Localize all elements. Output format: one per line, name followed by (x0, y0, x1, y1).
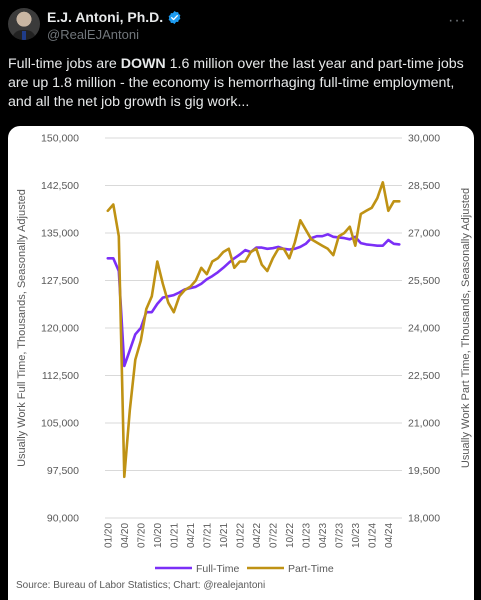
author-block: E.J. Antoni, Ph.D. @RealEJAntoni (47, 9, 182, 43)
left-axis-title: Usually Work Full Time, Thousands, Seaso… (16, 189, 28, 467)
x-tick-label: 07/20 (136, 523, 147, 548)
x-tick-label: 07/21 (202, 523, 213, 548)
right-tick-label: 25,500 (408, 275, 440, 287)
x-tick-label: 10/23 (351, 523, 362, 548)
x-tick-label: 07/22 (268, 523, 279, 548)
verified-badge-icon (168, 10, 181, 24)
author-handle[interactable]: @RealEJAntoni (47, 27, 139, 42)
right-axis-title: Usually Work Part Time, Thousands, Seaso… (460, 188, 472, 468)
x-tick-label: 04/22 (252, 523, 263, 548)
left-tick-label: 90,000 (47, 513, 79, 525)
left-tick-label: 135,000 (41, 228, 79, 240)
x-tick-label: 10/20 (153, 523, 164, 548)
post-text: Full-time jobs are DOWN 1.6 million over… (8, 55, 474, 112)
right-tick-label: 24,000 (408, 323, 440, 335)
legend-part-time-label: Part-Time (288, 563, 334, 575)
x-tick-label: 04/24 (384, 523, 395, 548)
line-chart: 150,000 30,000 142,500 28,500 135,000 27,000 1… (16, 133, 472, 592)
left-tick-label: 150,000 (41, 133, 79, 145)
more-options-icon[interactable]: ··· (448, 12, 467, 29)
right-tick-label: 28,500 (408, 180, 440, 192)
x-tick-label: 04/23 (318, 523, 329, 548)
right-tick-label: 21,000 (408, 418, 440, 430)
x-tick-label: 04/20 (120, 523, 131, 548)
x-tick-label: 01/23 (301, 523, 312, 548)
x-tick-label: 10/22 (285, 523, 296, 548)
part-time-series-line (106, 180, 401, 479)
left-tick-label: 112,500 (42, 370, 79, 382)
left-tick-label: 142,500 (41, 180, 79, 192)
right-tick-label: 30,000 (408, 133, 440, 145)
chart-source: Source: Bureau of Labor Statistics; Char… (16, 580, 265, 591)
x-tick-label: 07/23 (334, 523, 345, 548)
x-tick-label: 10/21 (219, 523, 230, 548)
x-tick-label: 01/20 (103, 523, 114, 548)
x-tick-label: 01/24 (367, 523, 378, 548)
right-tick-label: 27,000 (408, 228, 440, 240)
chart-image[interactable]: 150,000 30,000 142,500 28,500 135,000 27,000 1… (8, 126, 474, 600)
right-tick-label: 19,500 (408, 465, 440, 477)
author-avatar[interactable] (8, 8, 40, 40)
left-tick-label: 120,000 (41, 323, 79, 335)
x-tick-label: 04/21 (186, 523, 197, 548)
left-tick-label: 127,500 (41, 275, 79, 287)
left-tick-label: 97,500 (47, 465, 79, 477)
legend-full-time-label: Full-Time (196, 563, 240, 575)
x-tick-label: 01/21 (169, 523, 180, 548)
author-name[interactable]: E.J. Antoni, Ph.D. (47, 9, 164, 25)
x-tick-label: 01/22 (235, 523, 246, 548)
right-tick-label: 22,500 (408, 370, 440, 382)
post-text-start: Full-time jobs are (8, 56, 121, 72)
post-text-end: 1.6 million over the last year and part-… (8, 56, 464, 110)
left-tick-label: 105,000 (41, 418, 79, 430)
post-text-emphasis: DOWN (120, 56, 166, 72)
right-tick-label: 18,000 (408, 513, 440, 525)
